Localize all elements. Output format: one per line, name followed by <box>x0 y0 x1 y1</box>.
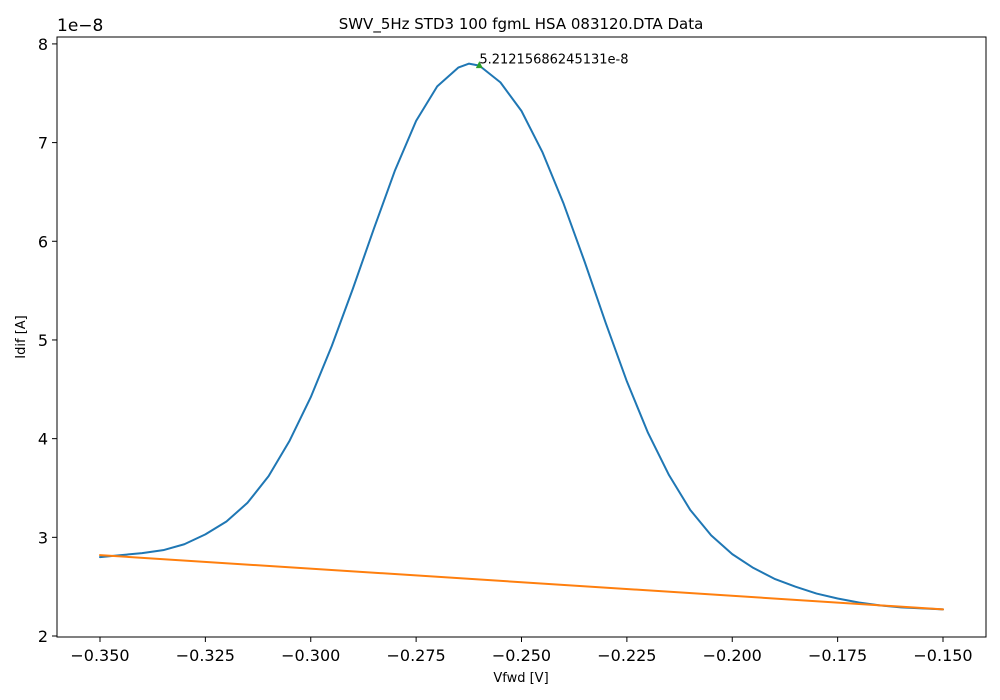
peak-marker <box>475 61 483 69</box>
x-axis-label: Vfwd [V] <box>493 671 548 686</box>
y-axis-label: Idif [A] <box>14 315 29 358</box>
y-tick-label: 2 <box>38 627 48 646</box>
marker-layer: 5.21215686245131e-8 <box>475 53 629 69</box>
x-tick-label: −0.175 <box>808 646 867 665</box>
series-layer <box>98 62 945 611</box>
y-axis-ticks: 2 3 4 5 6 7 8 <box>38 35 57 646</box>
x-tick-label: −0.300 <box>281 646 340 665</box>
y-tick-label: 7 <box>38 134 48 153</box>
chart-title: SWV_5Hz STD3 100 fgmL HSA 083120.DTA Dat… <box>339 15 704 34</box>
current-curve-line <box>98 62 945 611</box>
plot-area <box>57 37 986 637</box>
peak-annotation: 5.21215686245131e-8 <box>479 53 628 68</box>
x-tick-label: −0.325 <box>176 646 235 665</box>
x-tick-label: −0.250 <box>492 646 551 665</box>
y-tick-label: 8 <box>38 35 48 54</box>
x-tick-label: −0.200 <box>703 646 762 665</box>
y-tick-label: 6 <box>38 232 48 251</box>
y-tick-label: 5 <box>38 331 48 350</box>
x-tick-label: −0.275 <box>387 646 446 665</box>
plot-frame <box>56 36 987 638</box>
x-tick-label: −0.225 <box>597 646 656 665</box>
y-offset-label: 1e−8 <box>57 16 103 36</box>
x-tick-label: −0.150 <box>913 646 972 665</box>
y-tick-label: 4 <box>38 430 48 449</box>
x-tick-label: −0.350 <box>70 646 129 665</box>
y-tick-label: 3 <box>38 528 48 547</box>
x-axis-ticks: −0.350 −0.325 −0.300 −0.275 −0.250 −0.225 −0.2… <box>70 637 973 665</box>
baseline-line <box>98 554 945 611</box>
